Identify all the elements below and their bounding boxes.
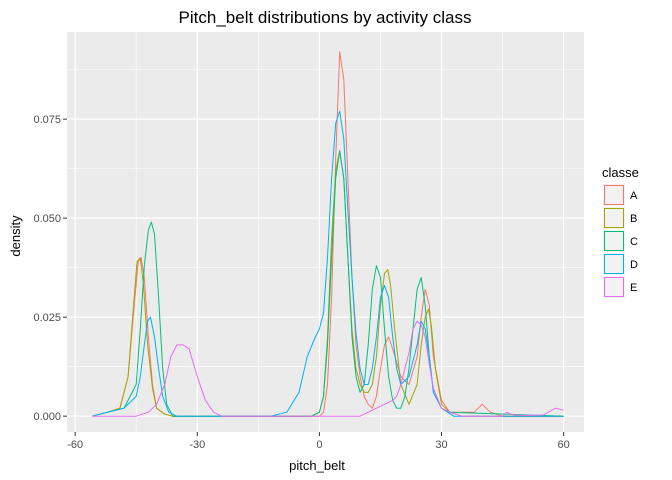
x-tick-label: -60: [67, 439, 83, 451]
y-tick-label: 0.075: [33, 114, 61, 126]
density-curves: [92, 51, 564, 417]
legend-key-E: [604, 277, 624, 297]
y-axis-title: density: [8, 215, 23, 257]
x-tick-label: 60: [558, 439, 570, 451]
legend-label-C: C: [630, 236, 638, 248]
legend-key-A: [604, 185, 624, 205]
y-tick-label: 0.050: [33, 213, 61, 225]
x-axis-title: pitch_belt: [289, 458, 345, 473]
x-tick-label: 30: [435, 439, 447, 451]
legend-label-B: B: [630, 213, 637, 225]
legend-key-bg: [603, 230, 625, 252]
legend-label-D: D: [630, 259, 638, 271]
series-line-E: [92, 320, 564, 417]
legend-key-bg: [603, 184, 625, 206]
series-line-D: [92, 110, 564, 417]
x-tick-label: 0: [316, 439, 322, 451]
legend-label-E: E: [630, 282, 637, 294]
legend-key-B: [604, 208, 624, 228]
y-tick-label: 0.000: [33, 411, 61, 423]
legend-title: classe: [602, 165, 639, 180]
legend-key-bg: [603, 253, 625, 275]
legend-key-D: [604, 254, 624, 274]
legend-label-A: A: [630, 190, 638, 202]
x-tick-label: -30: [189, 439, 205, 451]
legend-key-C: [604, 231, 624, 251]
legend-key-bg: [603, 207, 625, 229]
legend-key-bg: [603, 276, 625, 298]
chart-title: Pitch_belt distributions by activity cla…: [179, 8, 472, 27]
y-tick-label: 0.025: [33, 312, 61, 324]
axes: -60 -30 0 30 60 0.000 0.025 0.050 0.075: [33, 114, 569, 451]
